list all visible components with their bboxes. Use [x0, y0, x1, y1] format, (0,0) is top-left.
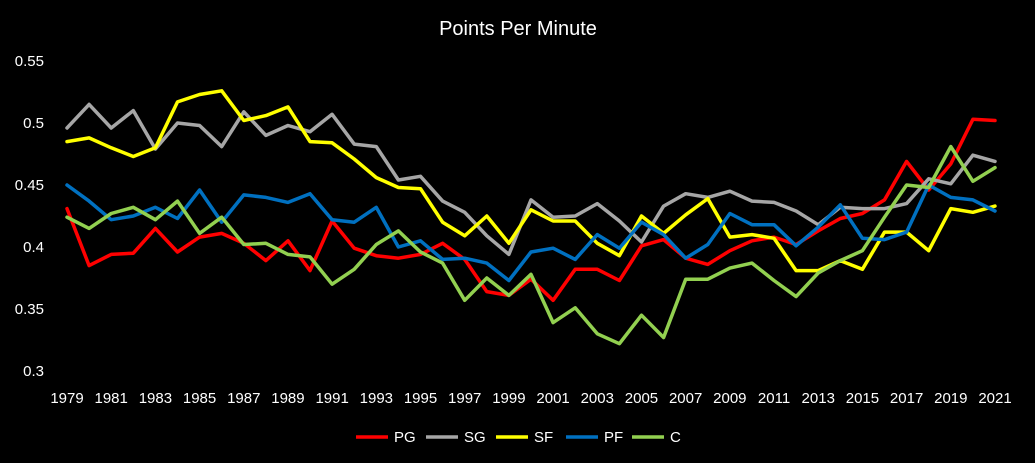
series-sf: [65, 89, 997, 273]
legend-label: PG: [394, 429, 416, 446]
series-pf: [65, 183, 997, 283]
x-tick-label: 2019: [934, 390, 967, 407]
x-tick-label: 2011: [758, 390, 790, 407]
x-tick-label: 1989: [271, 390, 304, 407]
x-tick-label: 1981: [95, 390, 128, 407]
series-pg: [65, 117, 997, 303]
x-tick-label: 1983: [139, 390, 172, 407]
x-tick-label: 1985: [183, 390, 216, 407]
y-tick-label: 0.3: [23, 363, 44, 380]
y-tick-label: 0.55: [15, 53, 44, 70]
x-tick-label: 2021: [978, 390, 1011, 407]
legend: PG SG SF PF C: [356, 429, 681, 446]
legend-label: SG: [464, 429, 486, 446]
x-tick-label: 1995: [404, 390, 437, 407]
legend-item-pg: PG: [356, 429, 416, 446]
chart-title: Points Per Minute: [439, 18, 597, 40]
x-tick-label: 2005: [625, 390, 658, 407]
legend-label: SF: [534, 429, 553, 446]
series-lines: [65, 89, 997, 346]
series-sg: [65, 102, 997, 257]
x-tick-label: 1997: [448, 390, 481, 407]
legend-label: C: [670, 429, 681, 446]
series-line-c: [65, 144, 997, 346]
series-c: [65, 144, 997, 346]
x-tick-label: 2009: [713, 390, 746, 407]
x-tick-label: 2017: [890, 390, 923, 407]
legend-item-pf: PF: [566, 429, 623, 446]
legend-item-sg: SG: [426, 429, 486, 446]
legend-item-c: C: [632, 429, 681, 446]
x-tick-label: 1993: [360, 390, 393, 407]
x-tick-label: 2003: [581, 390, 614, 407]
legend-label: PF: [604, 429, 623, 446]
x-tick-label: 1987: [227, 390, 260, 407]
x-tick-label: 2007: [669, 390, 702, 407]
x-tick-label: 2013: [802, 390, 835, 407]
y-axis-ticks: 0.3 0.35 0.4 0.45 0.5 0.55: [15, 53, 44, 380]
x-tick-label: 1991: [315, 390, 348, 407]
series-line-sg: [65, 102, 997, 257]
x-tick-label: 2001: [536, 390, 569, 407]
series-line-sf: [65, 89, 997, 273]
legend-item-sf: SF: [496, 429, 553, 446]
y-tick-label: 0.45: [15, 177, 44, 194]
x-axis-ticks: 1979 1981 1983 1985 1987 1989 1991 1993 1995 1997…: [50, 390, 1011, 407]
y-tick-label: 0.5: [23, 115, 44, 132]
y-tick-label: 0.4: [23, 239, 44, 256]
x-tick-label: 1979: [50, 390, 83, 407]
y-tick-label: 0.35: [15, 301, 44, 318]
x-tick-label: 1999: [492, 390, 525, 407]
x-tick-label: 2015: [846, 390, 879, 407]
